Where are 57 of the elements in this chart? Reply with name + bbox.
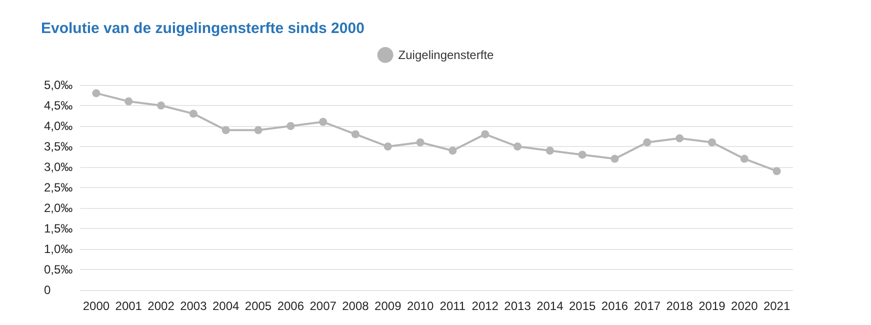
- point: [384, 142, 392, 150]
- x-tick-label: 2018: [666, 299, 694, 313]
- x-tick-label: 2007: [310, 299, 337, 313]
- x-tick-label: 2012: [472, 299, 499, 313]
- y-tick-label: 1,5‰: [44, 222, 73, 236]
- x-tick-label: 2001: [115, 299, 142, 313]
- x-tick-label: 2014: [536, 299, 564, 313]
- point: [189, 110, 198, 118]
- chart-title: Evolutie van de zuigelingensterfte sinds 2000: [41, 20, 364, 37]
- x-tick-label: 2004: [212, 299, 240, 313]
- point: [643, 138, 652, 146]
- x-tick-label: 2006: [277, 299, 304, 313]
- x-tick-label: 2017: [634, 299, 661, 313]
- point: [578, 150, 586, 159]
- x-tick-label: 2002: [148, 299, 175, 313]
- point: [708, 138, 716, 146]
- x-tick-label: 2015: [568, 299, 596, 313]
- point: [124, 97, 133, 106]
- point: [610, 154, 619, 163]
- x-tick-label: 2009: [374, 299, 402, 313]
- x-tick-label: 2019: [698, 299, 726, 313]
- point: [481, 130, 490, 138]
- y-tick-label: 2,0‰: [44, 201, 73, 215]
- point: [92, 89, 100, 98]
- y-tick-label: 2,5‰: [44, 180, 73, 194]
- x-tick-label: 2005: [244, 299, 272, 313]
- y-tick-label: 4,0‰: [44, 119, 73, 133]
- legend-label: Zuigelingensterfte: [398, 48, 494, 62]
- point: [286, 122, 295, 130]
- point: [351, 130, 360, 138]
- point: [157, 102, 166, 110]
- point: [772, 167, 781, 176]
- point: [676, 134, 684, 142]
- x-tick-label: 2016: [601, 299, 628, 313]
- x-tick-label: 2008: [342, 299, 370, 313]
- x-tick-label: 2021: [763, 299, 790, 313]
- y-tick-label: 3,5‰: [44, 140, 73, 154]
- y-tick-label: 3,0‰: [44, 160, 73, 174]
- point: [319, 118, 328, 126]
- point: [514, 142, 522, 150]
- point: [448, 146, 457, 155]
- point: [416, 138, 424, 146]
- x-tick-label: 2003: [180, 299, 208, 313]
- x-tick-label: 2000: [82, 299, 110, 313]
- y-tick-label: 0,5‰: [44, 262, 73, 276]
- x-tick-label: 2011: [440, 299, 466, 313]
- x-tick-label: 2013: [504, 299, 532, 313]
- point: [740, 154, 748, 163]
- y-tick-label: 0: [44, 283, 51, 297]
- y-tick-label: 5,0‰: [44, 78, 73, 92]
- y-tick-label: 4,5‰: [44, 98, 73, 112]
- y-tick-label: 1,0‰: [44, 242, 73, 256]
- point: [546, 146, 554, 155]
- x-tick-label: 2010: [406, 299, 434, 313]
- point: [254, 126, 262, 134]
- point: [222, 126, 230, 134]
- x-tick-label: 2020: [731, 299, 758, 313]
